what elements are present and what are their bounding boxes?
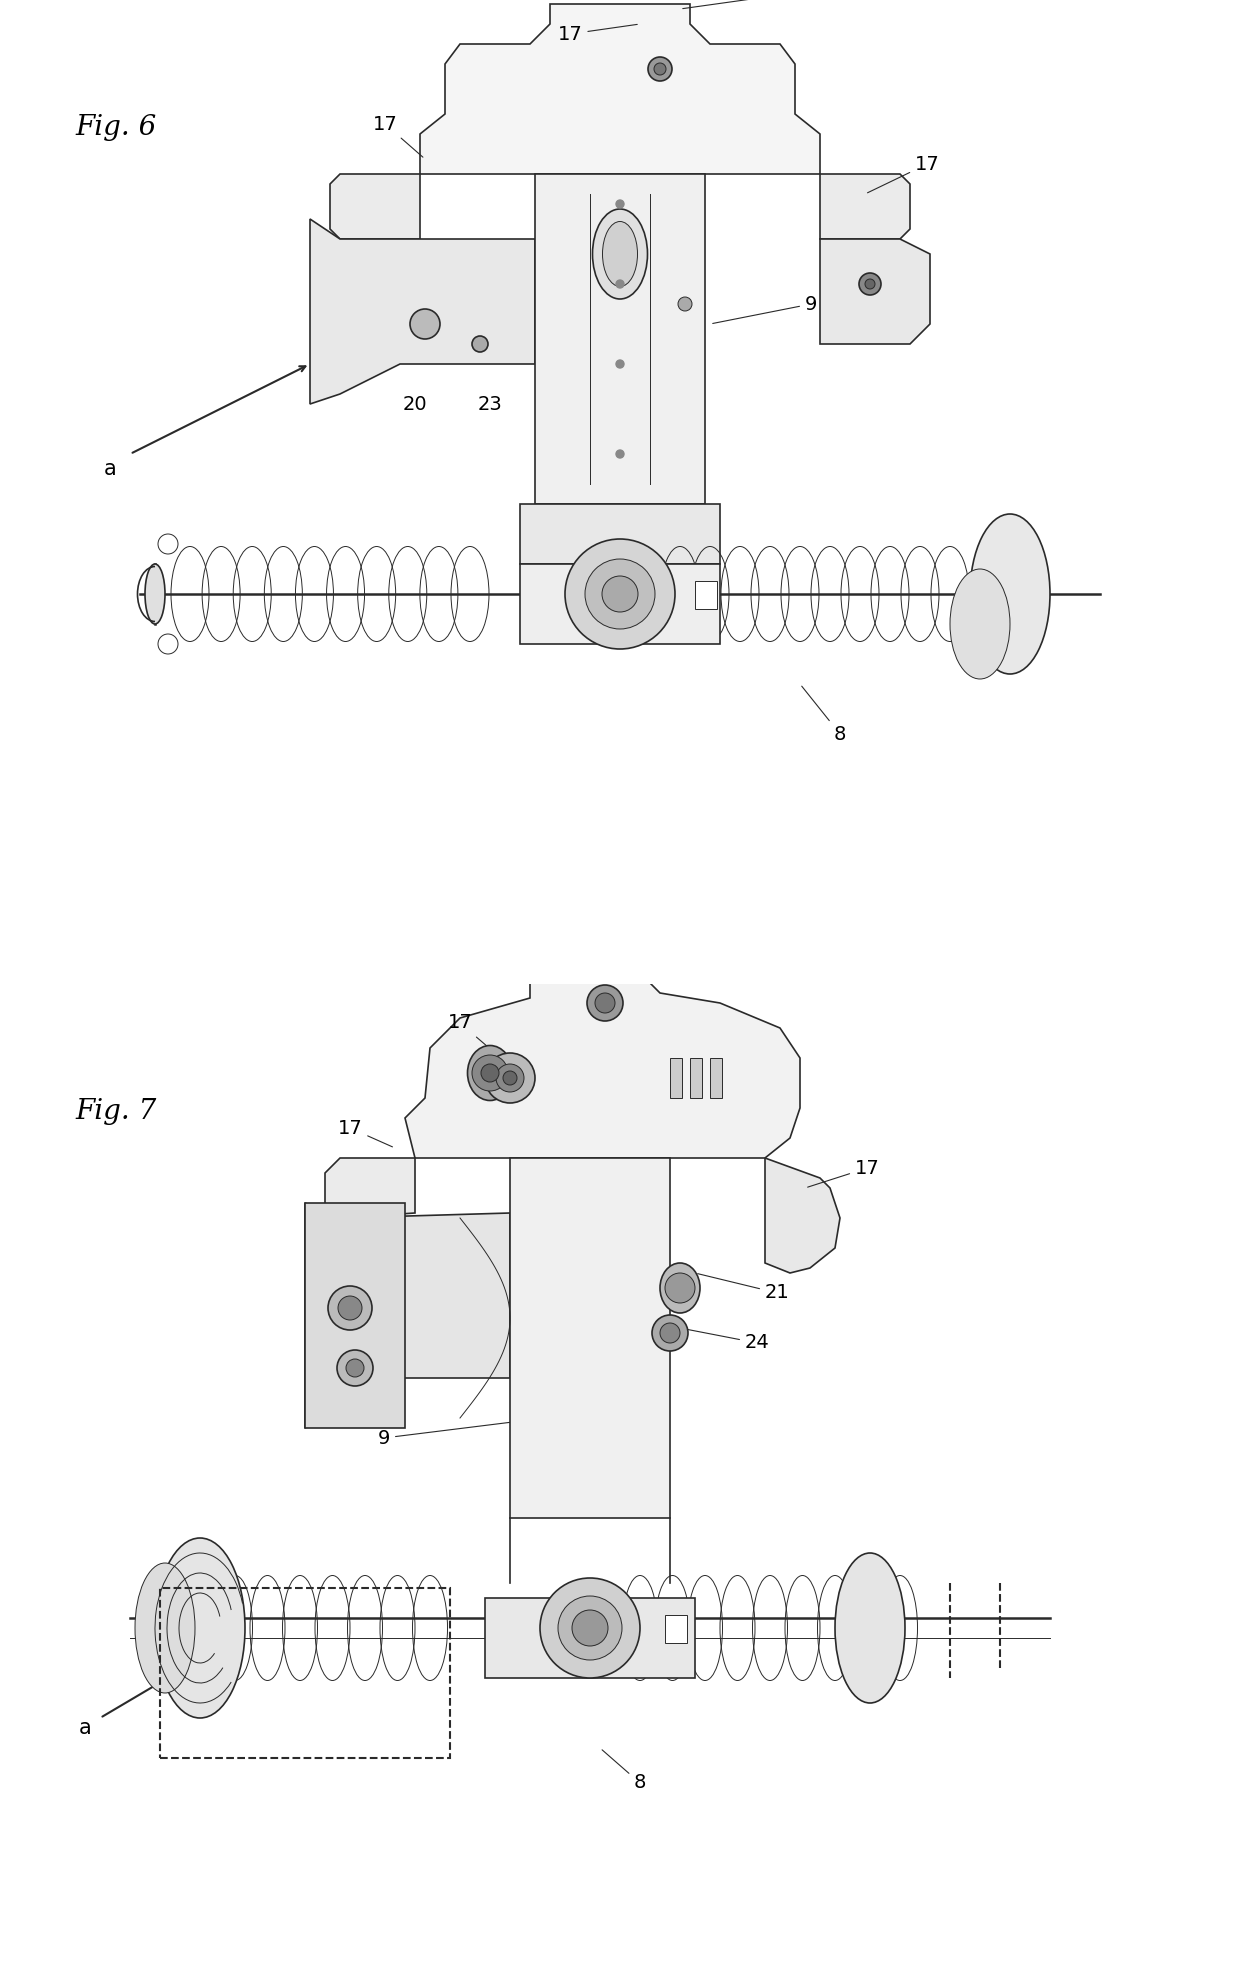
Circle shape [652, 1315, 688, 1350]
Ellipse shape [145, 565, 165, 624]
Text: 8: 8 [802, 687, 846, 744]
Polygon shape [820, 238, 930, 344]
Circle shape [496, 1065, 525, 1092]
Polygon shape [330, 173, 420, 238]
Ellipse shape [593, 209, 647, 299]
Polygon shape [305, 1202, 510, 1429]
Text: 21: 21 [698, 1273, 790, 1303]
Circle shape [665, 1273, 694, 1303]
Ellipse shape [950, 569, 1011, 679]
Bar [485, 1598, 694, 1679]
Circle shape [503, 1071, 517, 1084]
Bar [160, 1588, 450, 1757]
Ellipse shape [660, 1263, 701, 1313]
Circle shape [539, 1578, 640, 1679]
Circle shape [572, 1610, 608, 1645]
Circle shape [653, 63, 666, 75]
Circle shape [472, 1055, 508, 1090]
Text: Fig. 6: Fig. 6 [74, 114, 156, 142]
Circle shape [329, 1285, 372, 1330]
Circle shape [587, 986, 622, 1021]
Ellipse shape [135, 1563, 195, 1692]
Circle shape [565, 539, 675, 649]
Circle shape [558, 1596, 622, 1659]
Circle shape [585, 559, 655, 630]
Circle shape [410, 309, 440, 338]
Circle shape [339, 1297, 362, 1321]
Polygon shape [310, 218, 534, 403]
Circle shape [481, 1065, 498, 1082]
Ellipse shape [603, 222, 637, 287]
Text: 24: 24 [683, 1328, 770, 1352]
Circle shape [616, 201, 624, 209]
Bar [665, 1616, 687, 1643]
Circle shape [485, 1053, 534, 1102]
Circle shape [472, 337, 489, 352]
Polygon shape [820, 173, 910, 238]
Circle shape [678, 297, 692, 311]
Text: a: a [104, 459, 117, 478]
Text: 17: 17 [448, 1014, 492, 1051]
Circle shape [595, 994, 615, 1014]
Bar [534, 173, 706, 504]
Circle shape [660, 1322, 680, 1342]
Circle shape [601, 577, 639, 612]
Ellipse shape [155, 1539, 246, 1718]
Text: 9: 9 [378, 1419, 542, 1448]
Bar [520, 504, 720, 565]
Polygon shape [325, 1157, 415, 1218]
Bar [670, 1059, 682, 1098]
Circle shape [346, 1360, 365, 1378]
Ellipse shape [835, 1553, 905, 1702]
Ellipse shape [970, 514, 1050, 673]
Polygon shape [420, 4, 820, 173]
Circle shape [859, 274, 880, 295]
Text: 10: 10 [683, 0, 800, 8]
Bar [711, 1059, 722, 1098]
Bar [305, 1202, 405, 1429]
Bar [689, 1059, 702, 1098]
Circle shape [649, 57, 672, 81]
Circle shape [866, 279, 875, 289]
Text: 20: 20 [403, 394, 428, 413]
Polygon shape [405, 968, 800, 1157]
Circle shape [616, 279, 624, 287]
Text: 17: 17 [373, 114, 423, 157]
Bar [520, 565, 720, 644]
Text: 23: 23 [477, 394, 502, 413]
Text: Fig. 7: Fig. 7 [74, 1098, 156, 1126]
Text: 17: 17 [868, 155, 940, 193]
Text: 17: 17 [337, 1118, 393, 1147]
Text: 17: 17 [558, 24, 637, 43]
Text: 9: 9 [713, 295, 817, 323]
Polygon shape [765, 1157, 839, 1273]
Bar [694, 581, 717, 608]
Circle shape [616, 451, 624, 459]
Circle shape [337, 1350, 373, 1385]
Circle shape [616, 360, 624, 368]
Bar [510, 1157, 670, 1517]
Text: 17: 17 [807, 1159, 879, 1187]
Text: a: a [78, 1718, 92, 1738]
Text: 8: 8 [603, 1750, 646, 1793]
Ellipse shape [467, 1045, 512, 1100]
